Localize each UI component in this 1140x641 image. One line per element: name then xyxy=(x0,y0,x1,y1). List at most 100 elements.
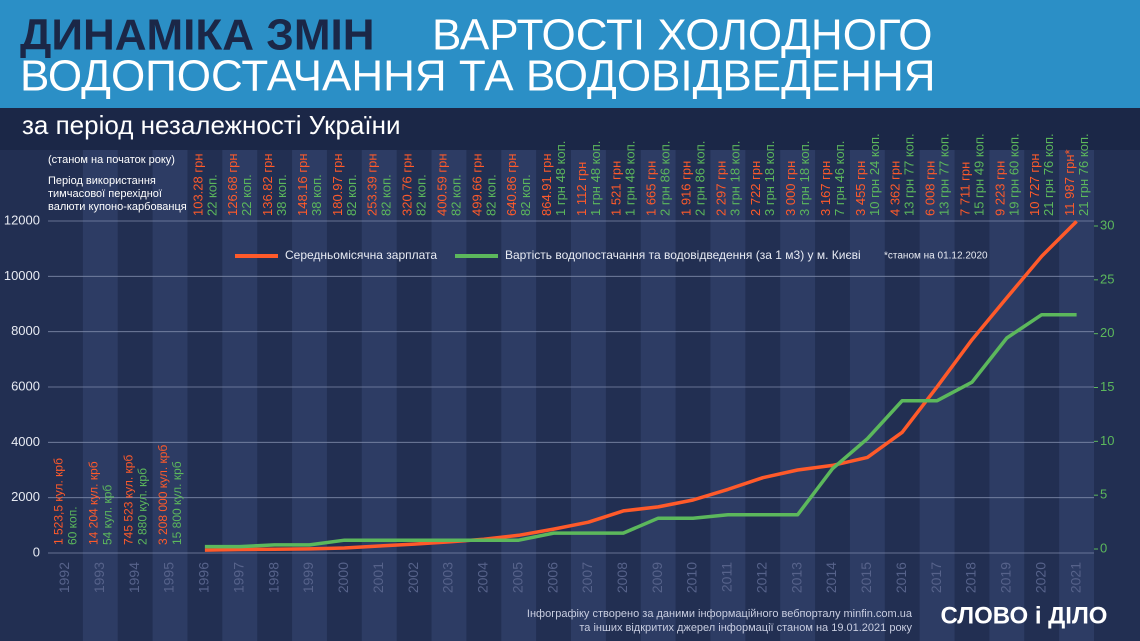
value-label: 745 523 кул. крб xyxy=(121,455,135,545)
column-stripe xyxy=(431,150,467,641)
value-label: 22 коп. xyxy=(239,174,254,216)
y2-tick-label: 5 xyxy=(1100,487,1107,502)
x-tick-label: 2006 xyxy=(544,562,560,593)
logo: СЛОВО і ДІЛО xyxy=(941,602,1108,629)
value-label: 1 665 грн xyxy=(644,161,659,216)
title-line2: ВОДОПОСТАЧАННЯ ТА ВОДОВІДВЕДЕННЯ xyxy=(20,52,936,101)
value-label: 2 грн 86 коп. xyxy=(692,141,707,216)
value-label: 180.97 грн xyxy=(330,153,345,216)
value-label: 136.82 грн xyxy=(260,153,275,216)
legend-note: *станом на 01.12.2020 xyxy=(884,251,988,262)
x-tick-label: 2002 xyxy=(405,562,421,593)
note: Період використання xyxy=(48,175,156,187)
note: валюти купоно-карбованця xyxy=(48,201,187,213)
header-band xyxy=(0,0,1140,108)
column-stripe xyxy=(82,150,118,641)
series-line xyxy=(204,312,1077,549)
x-tick-label: 2017 xyxy=(928,562,944,593)
x-tick-label: 1999 xyxy=(300,562,316,593)
x-tick-label: 2018 xyxy=(963,562,979,593)
y2-tick-label: 15 xyxy=(1100,379,1114,394)
value-label: 82 коп. xyxy=(379,174,394,216)
x-tick-label: 2012 xyxy=(753,562,769,593)
column-stripe xyxy=(152,150,188,641)
column-stripe xyxy=(501,150,537,641)
value-label: 253.39 грн xyxy=(365,153,380,216)
y-tick-label: 6000 xyxy=(11,378,40,393)
x-tick-label: 2008 xyxy=(614,562,630,593)
x-tick-label: 2020 xyxy=(1032,562,1048,593)
value-label: 3 000 грн xyxy=(783,161,798,216)
x-tick-label: 1992 xyxy=(56,562,72,593)
value-label: 1 112 грн xyxy=(574,162,589,216)
value-label: 1 грн 48 коп. xyxy=(588,141,603,216)
value-label: 82 коп. xyxy=(344,174,359,216)
x-tick-label: 2009 xyxy=(649,562,665,593)
value-label: 10 грн 24 коп. xyxy=(867,133,882,216)
value-label: 103.28 грн xyxy=(190,153,205,216)
value-label: 864.91 грн xyxy=(539,153,554,216)
x-tick-label: 2015 xyxy=(858,562,874,593)
x-tick-label: 2003 xyxy=(440,562,456,593)
title-rest: ВАРТОСТІ ХОЛОДНОГО xyxy=(432,11,933,60)
x-tick-label: 2000 xyxy=(335,562,351,593)
y-tick-label: 0 xyxy=(33,544,40,559)
value-label: 3 208 000 кул. крб xyxy=(156,445,170,545)
value-label: 14 204 кул. крб xyxy=(86,461,100,545)
value-label: 640.86 грн xyxy=(504,153,519,216)
y2-tick-label: 30 xyxy=(1100,217,1114,232)
value-label: 4 362 грн xyxy=(888,161,903,216)
value-label: 3 167 грн xyxy=(818,161,833,216)
value-label: 13 грн 77 коп. xyxy=(937,133,952,216)
value-label: 38 коп. xyxy=(309,174,324,216)
x-tick-label: 1994 xyxy=(126,562,142,593)
value-label: 10 727 грн xyxy=(1027,153,1042,216)
value-label: 3 грн 18 коп. xyxy=(762,141,777,216)
column-stripe xyxy=(361,150,397,641)
value-label: 82 коп. xyxy=(414,174,429,216)
value-label: 3 грн 18 коп. xyxy=(797,141,812,216)
source: та інших відкритих джерел інформації ста… xyxy=(579,622,912,634)
value-label: 3 455 грн xyxy=(853,161,868,216)
value-label: 148.16 грн xyxy=(295,153,310,216)
value-label: 11 987 грн* xyxy=(1062,149,1077,216)
note: тимчасової перехідної xyxy=(48,188,162,200)
series-line xyxy=(204,220,1078,552)
x-tick-label: 2007 xyxy=(579,562,595,593)
value-label: 38 коп. xyxy=(274,174,289,216)
value-label: 21 грн 76 коп. xyxy=(1076,133,1091,216)
x-tick-label: 2016 xyxy=(893,562,909,593)
title-bold: ДИНАМІКА ЗМІН xyxy=(20,11,374,60)
subtitle: за період незалежності України xyxy=(22,110,401,140)
column-stripe xyxy=(292,150,327,641)
x-tick-label: 2019 xyxy=(998,562,1014,593)
value-label: 13 грн 77 коп. xyxy=(902,133,917,216)
value-label: 15 грн 49 коп. xyxy=(971,133,986,216)
y2-tick-label: 25 xyxy=(1100,271,1114,286)
value-label: 15 800 кул. крб xyxy=(170,461,184,545)
y-tick-label: 2000 xyxy=(11,489,40,504)
x-tick-label: 2004 xyxy=(475,562,491,593)
value-label: 6 008 грн xyxy=(923,161,938,216)
column-stripe xyxy=(780,150,816,641)
value-label: 1 521 грн xyxy=(609,161,624,216)
value-label: 1 грн 48 коп. xyxy=(623,141,638,216)
y-tick-label: 12000 xyxy=(4,212,40,227)
value-label: 82 коп. xyxy=(448,174,463,216)
value-label: 2 722 грн xyxy=(748,161,763,216)
value-label: 54 кул. крб xyxy=(100,485,114,545)
x-tick-label: 1995 xyxy=(161,562,177,593)
column-stripe xyxy=(710,150,746,641)
value-label: 2 880 кул. крб xyxy=(135,468,149,545)
value-label: 19 грн 60 коп. xyxy=(1006,133,1021,216)
x-tick-label: 1998 xyxy=(265,562,281,593)
value-label: 82 коп. xyxy=(518,174,533,216)
value-label: 3 грн 18 коп. xyxy=(727,141,742,216)
value-label: 7 711 грн xyxy=(957,162,972,216)
column-stripe xyxy=(989,150,1025,641)
value-label: 9 223 грн xyxy=(992,161,1007,216)
x-tick-label: 2014 xyxy=(823,562,839,593)
x-tick-label: 2005 xyxy=(509,562,525,593)
value-label: 60 коп. xyxy=(66,506,80,545)
